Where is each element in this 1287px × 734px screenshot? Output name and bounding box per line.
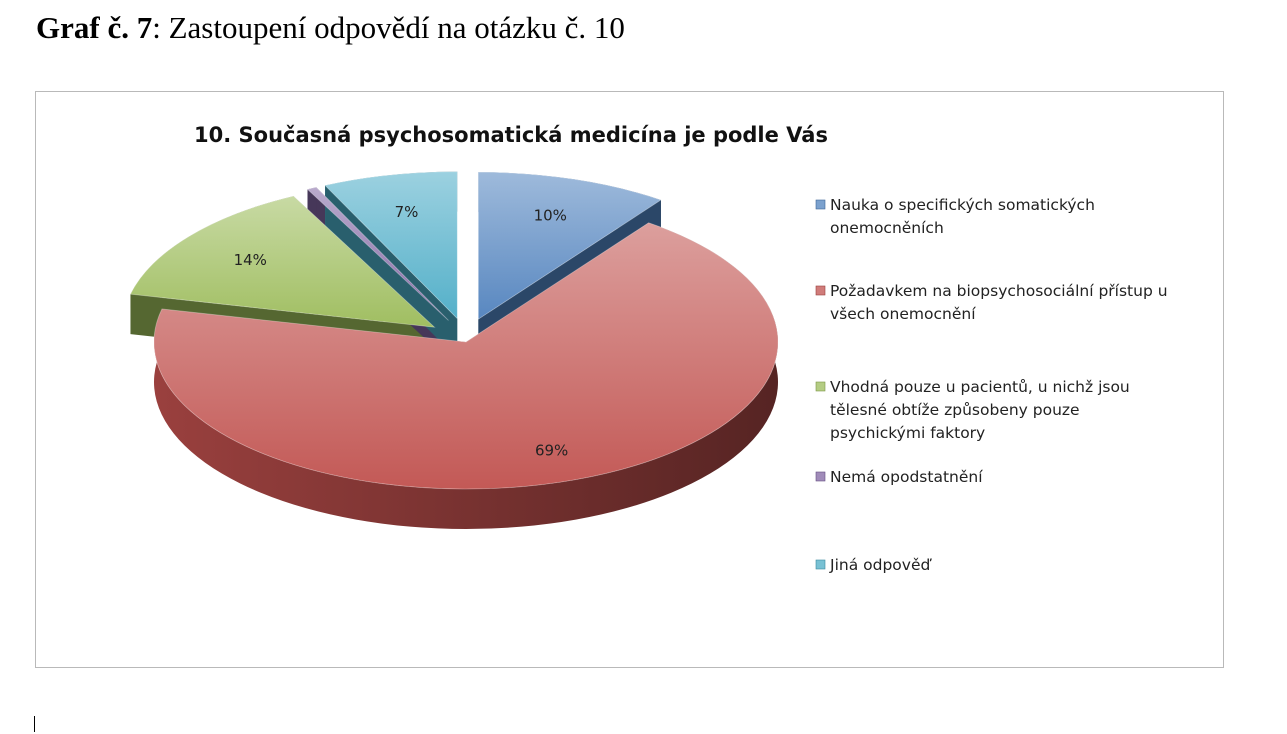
legend-item: Nauka o specifických somatických onemocně… (815, 196, 1095, 237)
figure-caption-text: : Zastoupení odpovědí na otázku č. 10 (152, 10, 625, 45)
legend-swatch (815, 559, 826, 570)
legend-item: Nemá opodstatnění (815, 468, 983, 486)
pie-slice (324, 171, 458, 320)
figure-caption-prefix: Graf č. 7 (36, 10, 153, 45)
legend: Nauka o specifických somatických onemocně… (815, 196, 1168, 574)
legend-label: Vhodná pouze u pacientů, u nichž jsou těl… (830, 378, 1130, 442)
pie-tops (129, 171, 779, 490)
pie-chart: 10. Současná psychosomatická medicína je… (129, 123, 1168, 574)
data-label: 14% (234, 251, 267, 269)
legend-label: Nauka o specifických somatických onemocně… (830, 196, 1095, 237)
pie-slice (129, 195, 436, 328)
figure-caption: Graf č. 7: Zastoupení odpovědí na otázku… (36, 10, 625, 46)
legend-swatch (815, 285, 826, 296)
pie-slice (153, 222, 779, 490)
pie-slice (306, 186, 449, 321)
legend-label: Nemá opodstatnění (830, 468, 983, 486)
legend-item: Požadavkem na biopsychosociální přístup … (815, 282, 1168, 323)
legend-item: Vhodná pouze u pacientů, u nichž jsou těl… (815, 378, 1130, 442)
data-label: 69% (535, 441, 568, 459)
chart-title: 10. Současná psychosomatická medicína je… (194, 123, 828, 147)
legend-label: Požadavkem na biopsychosociální přístup … (830, 282, 1168, 323)
data-label: 10% (534, 206, 567, 224)
legend-item: Jiná odpověď (815, 556, 932, 574)
chart-frame: 10. Současná psychosomatická medicína je… (35, 91, 1224, 668)
pie-slice-wall (325, 185, 458, 359)
text-cursor (34, 716, 35, 732)
pie-labels: 10% 69% 14% 7% (234, 203, 569, 459)
pie-slice (477, 171, 662, 320)
legend-swatch (815, 381, 826, 392)
data-label: 7% (395, 203, 419, 221)
legend-swatch (815, 471, 826, 482)
legend-label: Jiná odpověď (829, 556, 932, 574)
legend-swatch (815, 199, 826, 210)
